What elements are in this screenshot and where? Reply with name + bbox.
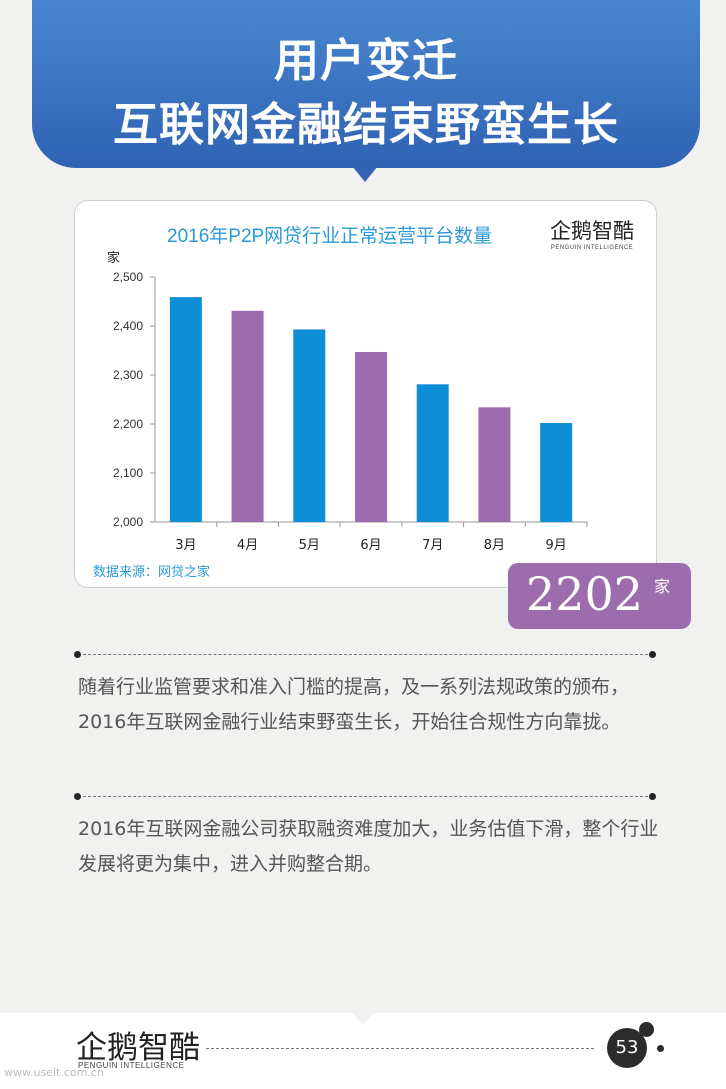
divider [78, 796, 653, 797]
divider-dot-icon [74, 651, 81, 658]
x-tick-label: 8月 [484, 538, 505, 553]
x-tick-label: 4月 [237, 538, 258, 553]
bar [169, 297, 202, 522]
page-title-line1: 用户变迁 [273, 34, 458, 87]
bar [231, 310, 264, 522]
header-banner: 用户变迁 互联网金融结束野蛮生长 [32, 0, 700, 168]
paragraph-2: 2016年互联网金融公司获取融资难度加大，业务估值下滑，整个行业发展将更为集中，… [78, 818, 659, 875]
brand-logo-text: 企鹅智酷 [550, 219, 634, 243]
footer-notch-icon [353, 1013, 373, 1025]
bar [293, 329, 326, 522]
y-tick-label: 2,400 [113, 319, 143, 333]
footer [0, 1013, 726, 1089]
page-title-line2: 互联网金融结束野蛮生长 [112, 98, 619, 151]
chart-source: 数据来源：网贷之家 [93, 565, 211, 580]
x-tick-label: 7月 [422, 538, 443, 553]
bar [478, 407, 511, 522]
x-tick-label: 5月 [299, 538, 320, 553]
x-tick-label: 9月 [546, 538, 567, 553]
x-tick-label: 6月 [360, 538, 381, 553]
brand-logo-subtitle: PENGUIN INTELLIGENCE [550, 245, 634, 251]
bar [355, 351, 387, 522]
paragraph-1: 随着行业监管要求和准入门槛的提高，及一系列法规政策的颁布，2016年互联网金融行… [78, 676, 630, 733]
brand-logo-small: 企鹅智酷 PENGUIN INTELLIGENCE [550, 215, 634, 251]
brand-logo-subtitle: PENGUIN INTELLIGENCE [78, 1061, 185, 1070]
y-tick-label: 2,500 [113, 270, 143, 284]
decor-dot-icon [657, 1045, 664, 1052]
bar-chart: 家 2,000 2,100 2,200 2,300 2,400 2,500 3月 4月 5月 6月 7… [107, 250, 588, 553]
page-number: 53 [607, 1028, 647, 1068]
y-tick-label: 2,200 [113, 417, 143, 431]
y-tick-label: 2,100 [113, 466, 143, 480]
bar [416, 384, 449, 522]
y-tick-label: 2,300 [113, 368, 143, 382]
divider-dot-icon [74, 793, 81, 800]
bar [540, 423, 573, 522]
footer-divider [206, 1048, 594, 1049]
highlight-badge: 2202 家 [508, 563, 691, 629]
highlight-unit: 家 [654, 577, 671, 596]
brand-logo: 企鹅智酷 [76, 1030, 200, 1066]
divider-dot-icon [649, 793, 656, 800]
divider-dot-icon [649, 651, 656, 658]
divider [78, 654, 653, 655]
chart-card: 2016年P2P网贷行业正常运营平台数量 企鹅智酷 PENGUIN INTELL… [74, 200, 657, 588]
y-axis-unit-label: 家 [107, 250, 120, 266]
banner-pointer-icon [352, 166, 378, 182]
chart-title: 2016年P2P网贷行业正常运营平台数量 [167, 226, 493, 247]
x-tick-label: 3月 [175, 538, 196, 553]
highlight-value: 2202 [526, 567, 644, 621]
decor-circle-icon [639, 1022, 654, 1037]
y-tick-label: 2,000 [113, 515, 143, 529]
watermark: www.useit.com.cn [4, 1066, 104, 1079]
